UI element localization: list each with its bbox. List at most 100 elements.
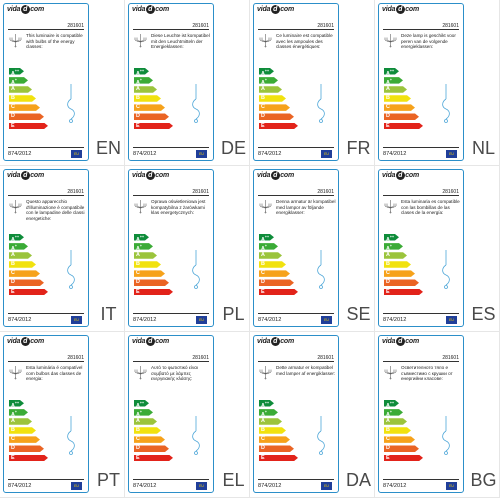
energy-class-plus: ++: [264, 69, 269, 73]
chandelier-icon: [259, 34, 272, 48]
energy-class-bar: A++: [9, 400, 24, 407]
energy-class-bar: E: [134, 289, 173, 296]
energy-class-letter: E: [386, 122, 390, 129]
energy-class-bar: A: [259, 418, 282, 425]
brand-logo-suffix: com: [405, 172, 420, 179]
energy-class-letter: D: [261, 113, 265, 120]
product-code: 281601: [317, 189, 334, 195]
energy-class-bar: C: [259, 270, 290, 277]
energy-class-letter: E: [386, 288, 390, 295]
label-panel-de: vida d com 281601 Diese Leuchte ist kompat…: [125, 0, 250, 166]
energy-class-bar: C: [384, 270, 415, 277]
product-code: 281601: [442, 23, 459, 29]
label-panel-pt: vida d com 281601 Esta luminária é compatí…: [0, 332, 125, 498]
energy-class-bar: C: [134, 436, 165, 443]
eu-flag-icon: EU: [446, 316, 457, 324]
energy-class-letter: C: [136, 270, 140, 277]
divider: [258, 29, 334, 30]
energy-class-bar: D: [9, 279, 44, 286]
energy-class-bar: A++: [259, 234, 274, 241]
product-code: 281601: [192, 23, 209, 29]
eu-flag-icon: EU: [196, 316, 207, 324]
energy-class-letter: B: [11, 95, 15, 102]
energy-class-bar: D: [259, 113, 294, 120]
brand-logo-mark: d: [270, 337, 280, 346]
divider: [383, 195, 459, 196]
energy-class-bar: A+: [384, 77, 403, 84]
energy-class-bar: E: [9, 123, 48, 130]
lamp-hook-icon: [67, 416, 75, 455]
brand-logo-mark: d: [395, 5, 405, 14]
energy-class-bar: E: [134, 455, 173, 462]
brand-logo-prefix: vida: [382, 338, 396, 345]
energy-class-plus: +: [389, 410, 392, 415]
energy-class-bar: E: [259, 455, 298, 462]
chandelier-icon: [259, 200, 272, 214]
energy-class-plus: ++: [14, 401, 19, 405]
energy-class-letter: A: [136, 70, 140, 77]
energy-class-bar: B: [384, 427, 411, 434]
regulation-number: 874/2012: [383, 151, 407, 157]
energy-class-letter: E: [11, 288, 15, 295]
energy-class-plus: ++: [139, 69, 144, 73]
label-panel-en: vida d com 281601 This luminaire is compat…: [0, 0, 125, 166]
divider: [8, 479, 84, 480]
chandelier-icon: [134, 34, 147, 48]
eu-flag-icon: EU: [321, 316, 332, 324]
energy-class-plus: ++: [389, 235, 394, 239]
energy-class-bar: A++: [384, 400, 399, 407]
label-panel-nl: vida d com 281601 Deze lamp is geschikt vo…: [375, 0, 500, 166]
energy-class-letter: C: [11, 270, 15, 277]
brand-logo-suffix: com: [155, 6, 170, 13]
eu-flag-icon: EU: [321, 482, 332, 490]
brand-logo-prefix: vida: [382, 172, 396, 179]
energy-class-bar: C: [9, 104, 40, 111]
lamp-hook-icon: [67, 250, 75, 289]
energy-class-plus: +: [264, 410, 267, 415]
regulation-number: 874/2012: [8, 151, 32, 157]
energy-class-scale: A++ A+ A B C D E: [9, 234, 48, 298]
label-panel-it: vida d com 281601 Questo apparecchio d'ill…: [0, 166, 125, 332]
compatibility-text: This luminaire is compatible with bulbs …: [26, 33, 83, 49]
energy-label-card: vida d com 281601 Esta luminária é compatí…: [3, 335, 89, 493]
energy-label-card: vida d com 281601 Questo apparecchio d'ill…: [3, 169, 89, 327]
energy-class-letter: A: [386, 402, 390, 409]
energy-class-plus: ++: [389, 401, 394, 405]
brand-logo-prefix: vida: [382, 6, 396, 13]
brand-logo-prefix: vida: [132, 172, 146, 179]
compatibility-text: Αυτό το φωτιστικό είναι συμβατό με λάμπε…: [151, 365, 198, 381]
energy-class-letter: A: [11, 418, 15, 425]
divider: [258, 313, 334, 314]
product-code: 281601: [317, 355, 334, 361]
label-panel-pl: vida d com 281601 Oprawa oświetleniowa jes…: [125, 166, 250, 332]
eu-flag-icon: EU: [71, 316, 82, 324]
brand-logo-mark: d: [395, 171, 405, 180]
chandelier-icon: [384, 366, 397, 380]
compatibility-text: Esta luminária é compatível com bulbos d…: [26, 365, 83, 381]
divider: [383, 313, 459, 314]
divider: [133, 29, 209, 30]
eu-flag-icon: EU: [446, 150, 457, 158]
regulation-number: 874/2012: [383, 317, 407, 323]
energy-class-letter: A: [261, 252, 265, 259]
energy-class-letter: A: [386, 418, 390, 425]
brand-logo-suffix: com: [30, 338, 45, 345]
energy-class-bar: A+: [384, 409, 403, 416]
brand-logo: vida d com: [382, 337, 419, 346]
energy-class-letter: D: [136, 279, 140, 286]
label-panel-fr: vida d com 281601 Ce luminaire est compati…: [250, 0, 375, 166]
energy-class-bar: E: [259, 289, 298, 296]
energy-class-letter: D: [136, 113, 140, 120]
compatibility-text: Diese Leuchte ist kompatibel mit den Leu…: [151, 33, 210, 49]
energy-class-letter: C: [261, 436, 265, 443]
divider: [133, 479, 209, 480]
brand-logo-suffix: com: [280, 338, 295, 345]
brand-logo-prefix: vida: [7, 6, 21, 13]
energy-class-letter: A: [261, 236, 265, 243]
energy-class-letter: A: [11, 252, 15, 259]
energy-class-letter: B: [11, 427, 15, 434]
brand-logo: vida d com: [257, 171, 294, 180]
brand-logo: vida d com: [257, 337, 294, 346]
energy-class-bar: A++: [9, 68, 24, 75]
compatibility-text: Denna armatur är kompatibel med lampor a…: [276, 199, 336, 215]
